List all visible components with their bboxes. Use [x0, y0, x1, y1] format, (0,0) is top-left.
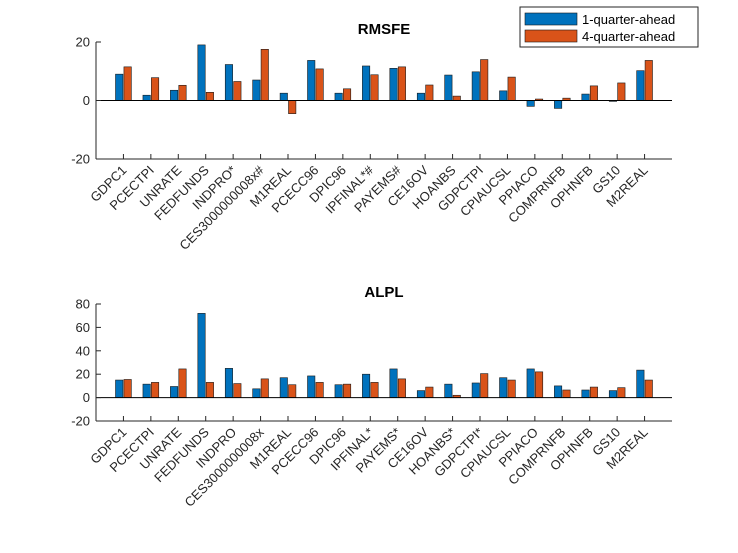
rmsfe-bar-q1-ipfinal [362, 65, 371, 101]
rmsfe-bar-q4-dpic96 [343, 88, 352, 101]
rmsfe-bar-q1-m2real [636, 70, 645, 101]
alpl-bar-q4-cpiaucsl [507, 379, 516, 398]
y-tick-label: -20 [71, 414, 90, 429]
rmsfe-bar-q4-hoanbs [452, 95, 461, 101]
rmsfe-title: RMSFE [358, 21, 411, 38]
alpl-bar-q4-ophnfb [589, 386, 598, 398]
rmsfe-bar-q1-fedfunds [197, 44, 206, 101]
rmsfe-bar-q1-pcecc96 [307, 60, 316, 101]
rmsfe-bar-q4-gdpctpi [480, 59, 489, 101]
alpl-bar-q4-unrate [178, 368, 187, 398]
rmsfe-bar-q1-ppiaco [526, 100, 535, 107]
rmsfe-bar-q1-m1real [279, 92, 288, 101]
alpl-bar-q4-m2real [644, 379, 653, 398]
alpl-axes: -20020406080GDPC1PCECTPIUNRATEFEDFUNDSIN… [71, 297, 672, 510]
y-tick-label: 80 [76, 297, 90, 312]
alpl-bar-q1-gs10 [608, 390, 617, 398]
y-tick-label: -20 [71, 152, 90, 167]
y-tick-label: 40 [76, 343, 90, 358]
alpl-bar-q1-m1real [279, 377, 288, 398]
alpl-bar-q1-unrate [170, 386, 179, 398]
alpl-bar-q4-ppiaco [535, 371, 544, 398]
rmsfe-bar-q4-ipfinal [370, 74, 379, 101]
rmsfe-bar-q1-payems [389, 68, 398, 101]
rmsfe-bar-q4-ce16ov [425, 84, 434, 101]
alpl-bar-q4-gdpctpi [480, 373, 489, 398]
alpl-bar-q1-pcectpi [142, 383, 151, 398]
rmsfe-bar-q4-ophnfb [589, 85, 598, 101]
rmsfe-axes: -20020GDPC1PCECTPIUNRATEFEDFUNDSINDPRO*C… [71, 35, 672, 253]
alpl-bar-q4-fedfunds [205, 382, 214, 398]
rmsfe-bars [115, 44, 653, 114]
rmsfe-bar-q4-gdpc1 [123, 66, 132, 101]
rmsfe-bar-q4-payems [397, 66, 406, 101]
alpl-bar-q4-ipfinal [370, 382, 379, 398]
alpl-bar-q1-ces3000000008x [252, 388, 261, 398]
alpl-bar-q1-ophnfb [581, 389, 590, 398]
legend: 1-quarter-ahead 4-quarter-ahead [519, 6, 699, 48]
rmsfe-bar-q4-m1real [288, 100, 297, 114]
alpl-bar-q1-cpiaucsl [499, 377, 508, 398]
alpl-bar-q1-ipfinal [362, 373, 371, 398]
rmsfe-bar-q1-comprnfb [554, 100, 563, 109]
alpl-bar-q1-comprnfb [554, 385, 563, 398]
alpl-bar-q1-fedfunds [197, 313, 206, 398]
y-tick-label: 20 [76, 367, 90, 382]
rmsfe-bar-q1-ce16ov [416, 92, 425, 101]
alpl-bar-q4-ce16ov [425, 386, 434, 398]
alpl-bar-q4-pcectpi [151, 382, 160, 398]
legend-swatch-1 [524, 12, 578, 26]
alpl-bar-q1-gdpctpi [471, 382, 480, 398]
rmsfe-bar-q1-ophnfb [581, 93, 590, 101]
rmsfe-bar-q4-unrate [178, 84, 187, 101]
y-tick-label: 20 [76, 35, 90, 50]
rmsfe-plot: RMSFE -20020GDPC1PCECTPIUNRATEFEDFUNDSIN… [71, 21, 672, 253]
rmsfe-bar-q1-indpro [224, 64, 233, 101]
rmsfe-bar-q4-ces3000000008x [260, 49, 269, 101]
alpl-bar-q1-m2real [636, 369, 645, 398]
y-tick-label: 0 [83, 390, 90, 405]
rmsfe-bar-q4-gs10 [617, 82, 626, 101]
alpl-bar-q4-payems [397, 378, 406, 398]
rmsfe-bar-q4-cpiaucsl [507, 76, 516, 101]
rmsfe-bar-q1-unrate [170, 89, 179, 101]
rmsfe-bar-q4-pcectpi [151, 77, 160, 101]
legend-label-1: 1-quarter-ahead [582, 12, 675, 27]
alpl-bar-q4-dpic96 [343, 383, 352, 398]
alpl-bar-q4-pcecc96 [315, 382, 324, 398]
alpl-bar-q1-gdpc1 [115, 379, 124, 398]
alpl-bar-q4-gdpc1 [123, 379, 132, 398]
alpl-plot: ALPL -20020406080GDPC1PCECTPIUNRATEFEDFU… [71, 284, 672, 510]
alpl-bar-q1-pcecc96 [307, 375, 316, 398]
alpl-bar-q1-ce16ov [416, 390, 425, 398]
rmsfe-bar-q4-m2real [644, 60, 653, 101]
alpl-bar-q4-ces3000000008x [260, 378, 269, 398]
alpl-bar-q1-payems [389, 368, 398, 398]
rmsfe-bar-q4-pcecc96 [315, 68, 324, 101]
rmsfe-bar-q4-indpro [233, 81, 242, 101]
alpl-bar-q1-indpro [224, 368, 233, 398]
alpl-bar-q1-dpic96 [334, 384, 343, 398]
alpl-bar-q1-hoanbs [444, 383, 453, 398]
rmsfe-bar-q1-gdpctpi [471, 71, 480, 101]
rmsfe-bar-q1-hoanbs [444, 74, 453, 101]
rmsfe-bar-q1-pcectpi [142, 94, 151, 101]
y-tick-label: 0 [83, 93, 90, 108]
alpl-bars [115, 313, 653, 398]
rmsfe-bar-q1-cpiaucsl [499, 90, 508, 101]
legend-swatch-2 [524, 29, 578, 43]
y-tick-label: 60 [76, 320, 90, 335]
alpl-title: ALPL [364, 284, 403, 301]
rmsfe-bar-q4-fedfunds [205, 92, 214, 101]
alpl-bar-q4-indpro [233, 383, 242, 398]
alpl-bar-q4-gs10 [617, 387, 626, 398]
rmsfe-bar-q1-ces3000000008x [252, 79, 261, 101]
rmsfe-bar-q1-dpic96 [334, 92, 343, 101]
legend-label-2: 4-quarter-ahead [582, 29, 675, 44]
rmsfe-bar-q1-gdpc1 [115, 73, 124, 101]
alpl-bar-q1-ppiaco [526, 368, 535, 398]
alpl-bar-q4-comprnfb [562, 389, 571, 398]
alpl-bar-q4-m1real [288, 384, 297, 398]
